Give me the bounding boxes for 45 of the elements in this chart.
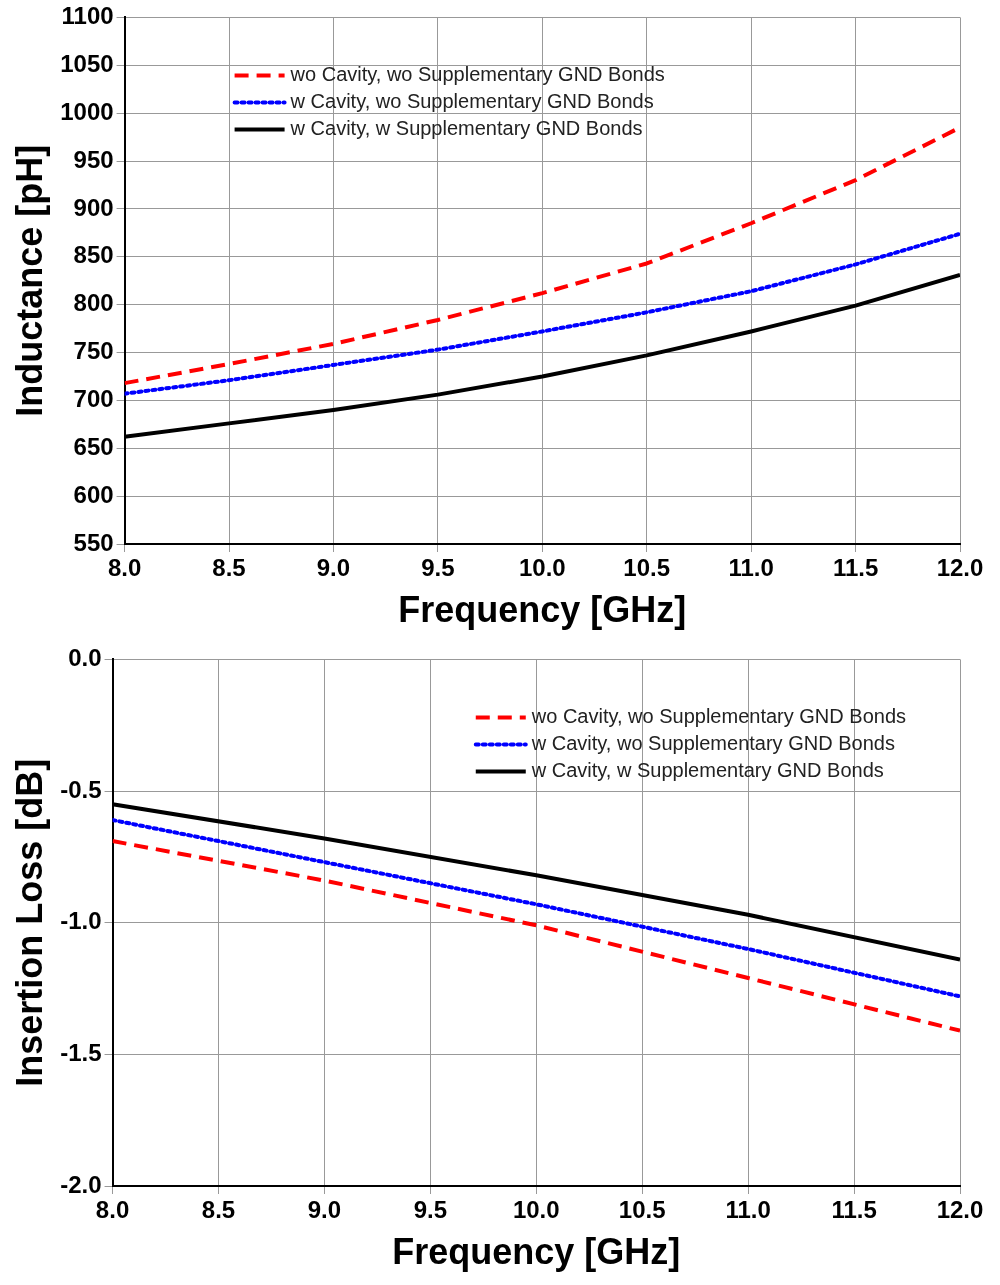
x-tick-label: 10.0 xyxy=(512,1196,560,1224)
legend-label: wo Cavity, wo Supplementary GND Bonds xyxy=(530,704,907,727)
x-tick-label: 12.0 xyxy=(936,554,984,582)
x-axis-title: Frequency [GHz] xyxy=(392,1231,681,1273)
y-tick-label: 650 xyxy=(73,432,114,460)
x-tick-label: 9.0 xyxy=(307,1196,342,1224)
x-tick-label: 10.5 xyxy=(623,554,671,582)
y-tick-label: 1000 xyxy=(60,97,114,125)
x-tick-label: 9.0 xyxy=(316,554,351,582)
x-tick-label: 10.5 xyxy=(618,1196,666,1224)
y-axis-title: Insertion Loss [dB] xyxy=(8,758,50,1087)
y-tick-label: 1100 xyxy=(61,2,114,30)
y-tick-label: -1.5 xyxy=(60,1038,102,1066)
y-tick-label: 800 xyxy=(73,289,114,317)
y-tick-label: 750 xyxy=(73,337,114,365)
x-tick-label: 12.0 xyxy=(936,1196,984,1224)
x-tick-label: 10.0 xyxy=(518,554,566,582)
y-tick-label: -2.0 xyxy=(60,1170,102,1198)
x-tick-label: 8.5 xyxy=(201,1196,236,1224)
x-tick-label: 11.5 xyxy=(831,1196,877,1224)
x-tick-label: 8.0 xyxy=(95,1196,130,1224)
x-tick-label: 11.0 xyxy=(728,554,774,582)
y-tick-label: 0.0 xyxy=(68,644,102,672)
y-tick-label: -1.0 xyxy=(60,907,102,935)
y-tick-label: -0.5 xyxy=(60,775,102,803)
x-axis-title: Frequency [GHz] xyxy=(398,589,687,631)
legend-label: wo Cavity, wo Supplementary GND Bonds xyxy=(289,62,665,85)
y-tick-label: 700 xyxy=(73,385,114,413)
y-tick-label: 600 xyxy=(73,480,114,508)
x-tick-label: 11.0 xyxy=(725,1196,771,1224)
y-tick-label: 850 xyxy=(73,241,114,269)
legend-label: w Cavity, w Supplementary GND Bonds xyxy=(530,758,884,781)
x-tick-label: 9.5 xyxy=(413,1196,448,1224)
x-tick-label: 8.5 xyxy=(212,554,246,582)
y-tick-label: 1050 xyxy=(60,49,114,77)
legend-label: w Cavity, w Supplementary GND Bonds xyxy=(289,116,643,139)
y-tick-label: 900 xyxy=(73,193,114,221)
y-axis-title: Inductance [pH] xyxy=(8,144,50,417)
y-tick-label: 950 xyxy=(73,145,114,173)
y-tick-label: 550 xyxy=(73,528,114,556)
legend-label: w Cavity, wo Supplementary GND Bonds xyxy=(289,89,654,112)
x-tick-label: 11.5 xyxy=(832,554,879,582)
x-tick-label: 8.0 xyxy=(107,554,142,582)
legend-label: w Cavity, wo Supplementary GND Bonds xyxy=(530,731,895,754)
x-tick-label: 9.5 xyxy=(421,554,455,582)
